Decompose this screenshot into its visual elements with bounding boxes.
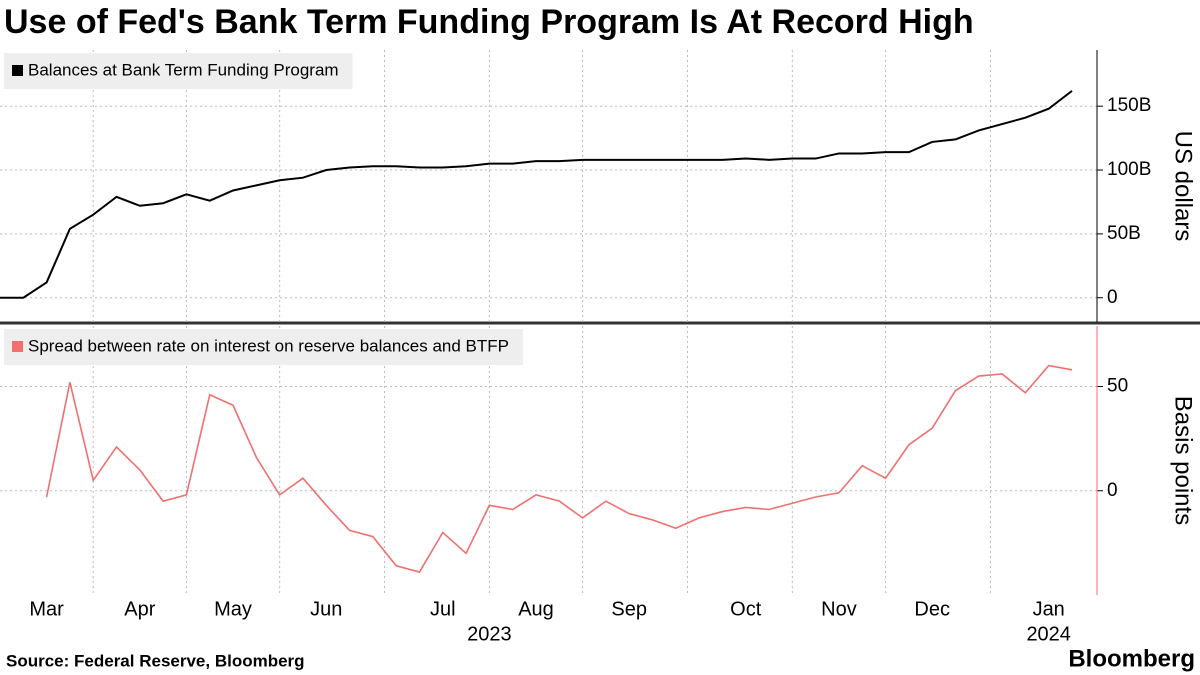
- x-tick-label: Jan: [1033, 598, 1065, 620]
- x-tick-label: Nov: [821, 598, 857, 620]
- y-tick-label: 0: [1107, 287, 1118, 308]
- x-tick-label: Sep: [611, 598, 647, 620]
- legend-swatch: [12, 65, 23, 76]
- x-tick-label: Apr: [124, 598, 155, 620]
- y-tick-label: 50B: [1107, 223, 1141, 244]
- x-tick-label: May: [214, 598, 252, 620]
- x-tick-label: Oct: [730, 598, 762, 620]
- series-line: [0, 90, 1073, 299]
- x-group-label: 2023: [467, 623, 512, 645]
- y-tick-label: 100B: [1107, 159, 1151, 180]
- y-tick-label: 150B: [1107, 95, 1151, 116]
- legend-label: Balances at Bank Term Funding Program: [28, 60, 339, 79]
- x-tick-label: Jul: [430, 598, 456, 620]
- y-axis-label: US dollars: [1170, 131, 1197, 242]
- legend: Balances at Bank Term Funding Program: [4, 53, 353, 89]
- source: Source: Federal Reserve, Bloomberg: [6, 651, 305, 670]
- legend-swatch: [12, 341, 23, 352]
- x-group-label: 2024: [1026, 623, 1071, 645]
- x-tick-label: Mar: [29, 598, 64, 620]
- series-line: [45, 364, 1073, 573]
- chart-title: Use of Fed's Bank Term Funding Program I…: [4, 3, 974, 41]
- legend-box: [4, 53, 353, 89]
- legend: Spread between rate on interest on reser…: [4, 329, 524, 365]
- x-tick-label: Aug: [518, 598, 554, 620]
- x-tick-label: Jun: [310, 598, 342, 620]
- y-tick-label: 0: [1107, 480, 1118, 501]
- legend-box: [4, 329, 524, 365]
- y-axis-label: Basis points: [1170, 396, 1197, 525]
- brand: Bloomberg: [1068, 645, 1195, 672]
- y-tick-label: 50: [1107, 375, 1128, 396]
- x-tick-label: Dec: [914, 598, 950, 620]
- legend-label: Spread between rate on interest on reser…: [28, 336, 509, 355]
